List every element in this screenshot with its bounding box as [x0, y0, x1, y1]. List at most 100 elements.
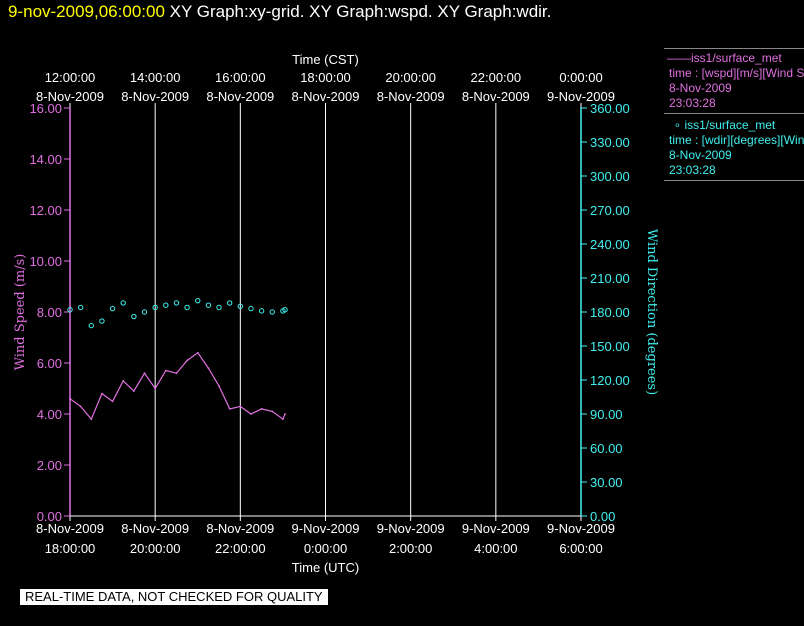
legend-wspd-time: 23:03:28	[669, 96, 716, 110]
y-tick-label-left: 14.00	[29, 152, 62, 167]
data-point-wspd	[175, 372, 178, 375]
x-tick-label-bottom-time: 20:00:00	[130, 541, 181, 556]
data-point-wspd	[111, 400, 114, 403]
quality-notice: REAL-TIME DATA, NOT CHECKED FOR QUALITY	[20, 589, 328, 605]
data-point-wdir	[258, 308, 265, 314]
series-line-wspd	[69, 351, 286, 421]
data-point-wdir	[120, 300, 126, 306]
data-point-wspd	[284, 413, 286, 415]
data-point-wspd	[271, 410, 274, 413]
data-point-wspd	[90, 418, 93, 420]
x-tick-label-top-date: 8-Nov-2009	[121, 89, 189, 104]
data-point-wspd	[143, 372, 146, 375]
data-point-wdir	[173, 300, 180, 306]
x-tick-label-bottom-date: 9-Nov-2009	[292, 521, 360, 536]
data-point-wspd	[218, 385, 220, 387]
y-tick-label-left: 2.00	[37, 458, 62, 473]
x-tick-label-top-date: 8-Nov-2009	[377, 89, 445, 104]
x-tick-label-bottom-time: 0:00:00	[304, 541, 347, 556]
x-axis-label-bottom: Time (UTC)	[292, 560, 359, 575]
y-tick-label-right: 90.00	[590, 407, 623, 422]
x-tick-label-bottom-date: 9-Nov-2009	[462, 521, 530, 536]
data-point-wspd	[282, 418, 284, 420]
data-point-wdir	[184, 304, 190, 311]
x-tick-label-top-time: 20:00:00	[385, 70, 436, 85]
data-point-wspd	[132, 390, 135, 392]
legend-line-swatch: ——	[667, 51, 691, 65]
data-point-wdir	[109, 305, 116, 312]
data-point-wspd	[260, 408, 263, 410]
data-point-wspd	[239, 405, 242, 408]
data-point-wdir	[88, 322, 94, 329]
legend-wspd-field: time : [wspd][m/s][Wind Speed]	[669, 66, 804, 80]
data-point-wspd	[186, 359, 189, 362]
data-point-wdir	[152, 304, 158, 311]
header-graph-list: XY Graph:xy-grid. XY Graph:wspd. XY Grap…	[169, 2, 552, 21]
graph-header: 9-nov-2009,06:00:00 XY Graph:xy-grid. XY…	[8, 2, 551, 22]
legend-wdir-field: time : [wdir][degrees][Wind Direction]	[669, 133, 804, 147]
x-tick-label-bottom-date: 8-Nov-2009	[121, 521, 189, 536]
data-point-wdir	[226, 300, 233, 306]
legend-wdir[interactable]: ∘ iss1/surface_met time : [wdir][degrees…	[664, 116, 804, 181]
x-tick-label-bottom-time: 2:00:00	[389, 541, 432, 556]
y-tick-label-right: 150.00	[590, 339, 630, 354]
x-tick-label-bottom-date: 9-Nov-2009	[547, 521, 615, 536]
x-tick-label-top-date: 8-Nov-2009	[292, 89, 360, 104]
x-tick-label-bottom-time: 4:00:00	[474, 541, 517, 556]
y-tick-label-right: 120.00	[590, 373, 630, 388]
data-point-wspd	[122, 379, 125, 382]
x-tick-label-bottom-time: 18:00:00	[45, 541, 96, 556]
y-tick-label-left: 0.00	[37, 509, 62, 524]
x-tick-label-top-time: 22:00:00	[471, 70, 522, 85]
x-tick-label-top-date: 8-Nov-2009	[206, 89, 274, 104]
y-tick-label-right: 360.00	[590, 101, 630, 116]
data-point-wspd	[164, 369, 167, 372]
data-point-wdir	[77, 304, 84, 311]
data-point-wdir	[195, 297, 201, 304]
x-tick-label-top-date: 8-Nov-2009	[36, 89, 104, 104]
data-point-wdir	[282, 307, 288, 313]
data-point-wspd	[228, 408, 231, 410]
x-tick-label-bottom-time: 22:00:00	[215, 541, 266, 556]
data-point-wspd	[250, 413, 252, 415]
x-tick-label-top-time: 12:00:00	[45, 70, 96, 85]
legend-wspd-source: ——iss1/surface_met	[667, 51, 782, 65]
x-tick-label-top-time: 14:00:00	[130, 70, 181, 85]
data-point-wdir	[205, 302, 212, 308]
legend-wspd[interactable]: ——iss1/surface_met time : [wspd][m/s][Wi…	[664, 48, 804, 114]
legend-wdir-source: ∘ iss1/surface_met	[667, 118, 776, 132]
data-point-wdir	[269, 309, 275, 315]
data-point-wdir	[99, 318, 105, 324]
y-tick-label-left: 12.00	[29, 203, 62, 218]
data-point-wspd	[154, 387, 157, 390]
y-axis-label-right: Wind Direction (degrees)	[644, 229, 659, 395]
y-tick-label-left: 6.00	[37, 356, 62, 371]
x-tick-label-top-time: 0:00:00	[559, 70, 602, 85]
x-tick-label-top-date: 9-Nov-2009	[547, 89, 615, 104]
data-point-wspd	[79, 405, 82, 408]
x-tick-label-top-date: 8-Nov-2009	[462, 89, 530, 104]
data-point-wspd	[196, 351, 199, 354]
y-tick-label-right: 210.00	[590, 271, 630, 286]
x-tick-label-bottom-date: 8-Nov-2009	[36, 521, 104, 536]
data-point-wspd	[69, 397, 71, 400]
y-tick-label-right: 240.00	[590, 237, 630, 252]
legend-point-swatch: ∘	[667, 118, 685, 132]
legend-wdir-date: 8-Nov-2009	[669, 148, 732, 162]
data-point-wdir	[141, 309, 148, 315]
x-tick-label-bottom-date: 9-Nov-2009	[377, 521, 445, 536]
data-point-wspd	[207, 367, 210, 369]
y-axis-label-left: Wind Speed (m/s)	[13, 254, 28, 371]
legend-wspd-date: 8-Nov-2009	[669, 81, 732, 95]
legend-wdir-time: 23:03:28	[669, 163, 716, 177]
y-tick-label-right: 30.00	[590, 475, 623, 490]
y-tick-label-left: 4.00	[37, 407, 62, 422]
y-tick-label-right: 60.00	[590, 441, 623, 456]
y-tick-label-left: 8.00	[37, 305, 62, 320]
data-point-wspd	[101, 392, 103, 395]
y-tick-label-right: 270.00	[590, 203, 630, 218]
data-point-wdir	[163, 302, 169, 308]
x-tick-label-bottom-time: 6:00:00	[559, 541, 602, 556]
x-tick-label-top-time: 18:00:00	[300, 70, 351, 85]
